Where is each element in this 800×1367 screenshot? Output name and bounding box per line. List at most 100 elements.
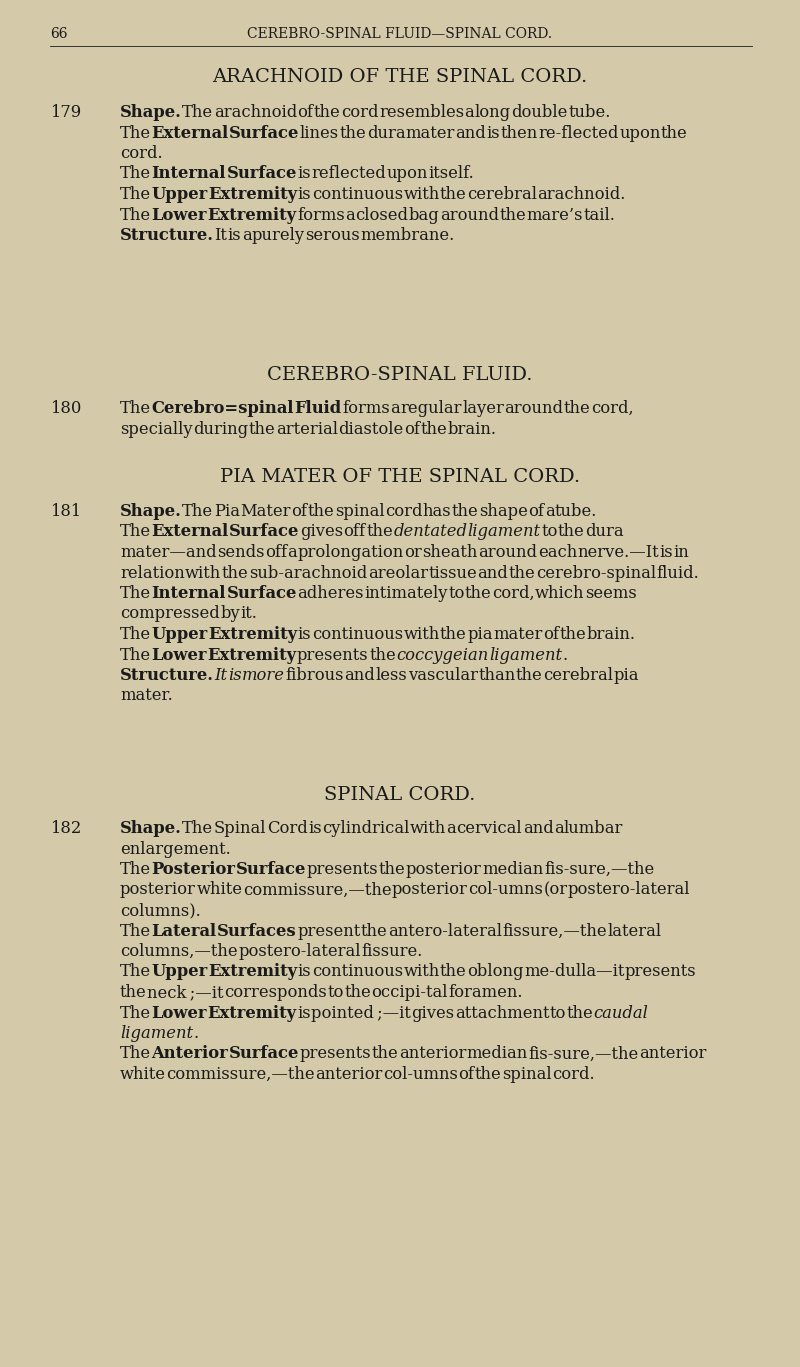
Text: relation: relation <box>120 565 185 581</box>
Text: presents: presents <box>306 861 378 878</box>
Text: Extremity: Extremity <box>207 1005 297 1021</box>
Text: postero-lateral: postero-lateral <box>568 882 690 898</box>
Text: pointed ;—it: pointed ;—it <box>311 1005 411 1021</box>
Text: arachnoid.: arachnoid. <box>538 186 626 204</box>
Text: the: the <box>566 1005 594 1021</box>
Text: coccygeian: coccygeian <box>396 647 489 663</box>
Text: Structure.: Structure. <box>120 667 214 684</box>
Text: to: to <box>542 524 558 540</box>
Text: is: is <box>228 227 242 243</box>
Text: pia: pia <box>467 626 493 642</box>
Text: Extremity: Extremity <box>208 186 298 204</box>
Text: posterior: posterior <box>392 882 468 898</box>
Text: and: and <box>522 820 554 837</box>
Text: a: a <box>554 820 563 837</box>
Text: 180: 180 <box>50 401 82 417</box>
Text: Upper: Upper <box>151 626 208 642</box>
Text: the: the <box>440 186 466 204</box>
Text: The: The <box>120 923 151 939</box>
Text: the: the <box>558 524 585 540</box>
Text: long: long <box>474 104 511 122</box>
Text: the: the <box>516 667 542 684</box>
Text: with: with <box>403 626 440 642</box>
Text: of: of <box>528 503 544 519</box>
Text: sub-arachnoid: sub-arachnoid <box>249 565 367 581</box>
Text: spinal: spinal <box>502 1066 552 1083</box>
Text: Structure.: Structure. <box>120 227 214 243</box>
Text: Posterior: Posterior <box>151 861 235 878</box>
Text: Cerebro=spinal: Cerebro=spinal <box>151 401 294 417</box>
Text: the: the <box>440 626 466 642</box>
Text: diastole: diastole <box>338 421 403 437</box>
Text: col-umns: col-umns <box>468 882 543 898</box>
Text: than: than <box>478 667 515 684</box>
Text: purely: purely <box>252 227 305 243</box>
Text: a: a <box>390 401 400 417</box>
Text: ARACHNOID OF THE SPINAL CORD.: ARACHNOID OF THE SPINAL CORD. <box>212 68 588 86</box>
Text: intimately: intimately <box>364 585 448 601</box>
Text: upon: upon <box>619 124 661 142</box>
Text: Shape.: Shape. <box>120 820 182 837</box>
Text: sheath: sheath <box>422 544 478 560</box>
Text: oblong: oblong <box>467 964 524 980</box>
Text: Shape.: Shape. <box>120 503 182 519</box>
Text: of: of <box>298 104 314 122</box>
Text: the: the <box>475 1066 502 1083</box>
Text: col-umns: col-umns <box>383 1066 458 1083</box>
Text: Surfaces: Surfaces <box>217 923 297 939</box>
Text: 181: 181 <box>50 503 82 519</box>
Text: the: the <box>509 565 535 581</box>
Text: lines: lines <box>300 124 339 142</box>
Text: The: The <box>120 401 151 417</box>
Text: the: the <box>499 206 526 223</box>
Text: to: to <box>448 585 465 601</box>
Text: regular: regular <box>400 401 462 417</box>
Text: columns,—the: columns,—the <box>120 943 238 960</box>
Text: cerebral: cerebral <box>467 186 537 204</box>
Text: ligament: ligament <box>120 1025 193 1042</box>
Text: anterior: anterior <box>398 1046 466 1062</box>
Text: the: the <box>564 401 590 417</box>
Text: vascular: vascular <box>408 667 478 684</box>
Text: the: the <box>452 503 478 519</box>
Text: the: the <box>344 984 371 1001</box>
Text: is: is <box>486 124 500 142</box>
Text: The: The <box>120 524 151 540</box>
Text: the: the <box>371 1046 398 1062</box>
Text: Internal: Internal <box>151 165 226 183</box>
Text: is: is <box>228 667 242 684</box>
Text: 179: 179 <box>50 104 82 122</box>
Text: The: The <box>120 206 151 223</box>
Text: shape: shape <box>479 503 528 519</box>
Text: the: the <box>440 964 466 980</box>
Text: commissure,—the: commissure,—the <box>166 1066 315 1083</box>
Text: of: of <box>543 626 559 642</box>
Text: the: the <box>369 647 396 663</box>
Text: less: less <box>375 667 407 684</box>
Text: Mater: Mater <box>240 503 290 519</box>
Text: tube.: tube. <box>555 503 598 519</box>
Text: the: the <box>559 626 586 642</box>
Text: the: the <box>379 861 406 878</box>
Text: is: is <box>659 544 673 560</box>
Text: The: The <box>120 964 151 980</box>
Text: presents: presents <box>299 1046 371 1062</box>
Text: to: to <box>550 1005 566 1021</box>
Text: Extremity: Extremity <box>208 964 298 980</box>
Text: with: with <box>403 186 440 204</box>
Text: the: the <box>222 565 249 581</box>
Text: SPINAL CORD.: SPINAL CORD. <box>324 786 476 804</box>
Text: Lower: Lower <box>151 647 207 663</box>
Text: is: is <box>298 626 311 642</box>
Text: neck ;—it: neck ;—it <box>147 984 224 1001</box>
Text: is: is <box>308 820 322 837</box>
Text: 182: 182 <box>50 820 82 837</box>
Text: a: a <box>446 820 456 837</box>
Text: mare’s: mare’s <box>526 206 583 223</box>
Text: closed: closed <box>355 206 408 223</box>
Text: white: white <box>120 1066 166 1083</box>
Text: tube.: tube. <box>568 104 610 122</box>
Text: lateral: lateral <box>607 923 662 939</box>
Text: forms: forms <box>342 401 390 417</box>
Text: gives: gives <box>300 524 343 540</box>
